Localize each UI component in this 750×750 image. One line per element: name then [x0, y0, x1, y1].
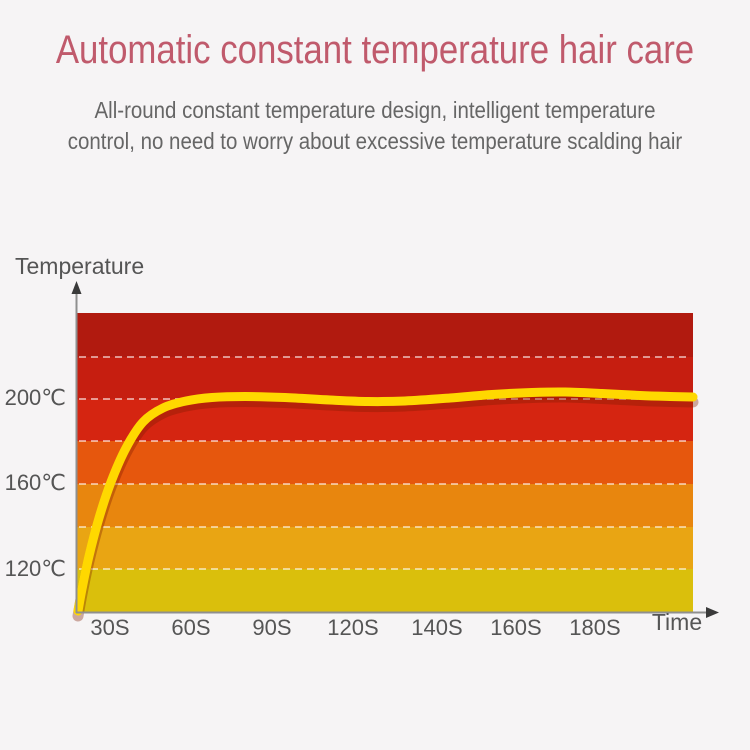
temperature-band-0: [77, 313, 693, 357]
temperature-band-4: [77, 484, 693, 527]
x-tick-160s: 160S: [490, 615, 542, 640]
x-tick-60s: 60S: [171, 615, 211, 640]
temperature-curve: [73, 387, 698, 616]
temperature-curve-shadow: [72, 391, 699, 622]
y-tick-200c: 200℃: [4, 385, 66, 410]
temperature-band-3: [77, 441, 693, 484]
temperature-band-6: [77, 569, 693, 612]
x-tick-140s: 140S: [411, 615, 463, 640]
x-tick-30s: 30S: [90, 615, 130, 640]
x-tick-90s: 90S: [252, 615, 292, 640]
temperature-band-2: [77, 399, 693, 441]
x-tick-120s: 120S: [327, 615, 379, 640]
y-axis-arrow-icon: [71, 281, 82, 294]
x-axis-title: Time: [651, 609, 703, 635]
subtitle-line-1: All-round constant temperature design, i…: [94, 97, 656, 123]
x-tick-180s: 180S: [569, 615, 621, 640]
y-tick-120c: 120℃: [4, 556, 66, 581]
subtitle-line-2: control, no need to worry about excessiv…: [67, 128, 683, 154]
temperature-band-1: [77, 357, 693, 399]
page-title: Automatic constant temperature hair care: [55, 28, 695, 72]
temperature-band-5: [77, 527, 693, 569]
y-tick-160c: 160℃: [4, 470, 66, 495]
y-axis-title: Temperature: [15, 253, 145, 279]
page-subtitle: All-round constant temperature design, i…: [41, 95, 709, 157]
